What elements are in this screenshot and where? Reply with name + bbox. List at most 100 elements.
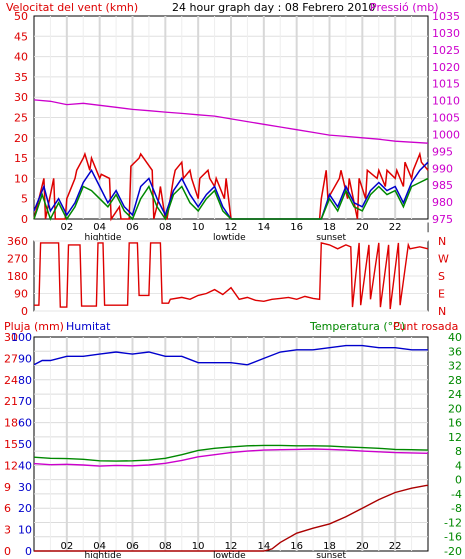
- rain-ytick-30: 30: [4, 331, 18, 344]
- humidity-ytick-70: 70: [18, 395, 32, 408]
- wind-ytick-30: 30: [14, 91, 28, 104]
- pressure-ytick-1025: 1025: [432, 44, 460, 57]
- wind-xtick-14: 14: [257, 222, 270, 233]
- humidity-ytick-100: 100: [11, 331, 32, 344]
- pressure-ytick-1010: 1010: [432, 95, 460, 108]
- humidity-xtick-06: 06: [126, 541, 139, 552]
- wind-ytick-20: 20: [14, 132, 28, 145]
- temp-ytick-0: 0: [455, 474, 462, 487]
- pressure-ytick-980: 980: [432, 196, 453, 209]
- temp-ytick-32: 32: [448, 360, 462, 373]
- wind-direction-line: [34, 242, 429, 310]
- pressure-ytick-1015: 1015: [432, 78, 460, 91]
- temp-ytick--16: -16: [444, 531, 462, 544]
- pressure-ytick-1035: 1035: [432, 10, 460, 23]
- pressure-ytick-985: 985: [432, 179, 453, 192]
- humidity-xtick-22: 22: [389, 541, 402, 552]
- wind-speed-title: Velocitat del vent (kmh): [6, 1, 138, 14]
- humidity-ytick-50: 50: [18, 438, 32, 451]
- humidity-xtick-08: 08: [159, 541, 172, 552]
- wind-ytick-45: 45: [14, 30, 28, 43]
- wind-ytick-40: 40: [14, 51, 28, 64]
- pressure-title: Pressió (mb): [370, 1, 439, 14]
- wind-event-sunset: sunset: [316, 233, 346, 243]
- rain-header: Pluja (mm): [4, 320, 64, 333]
- rain-ytick-9: 9: [4, 481, 11, 494]
- wind-xtick-18: 18: [323, 222, 336, 233]
- wind-ytick-10: 10: [14, 172, 28, 185]
- rain-ytick-18: 18: [4, 417, 18, 430]
- humidity-header: Humitat: [66, 320, 111, 333]
- temp-ytick-24: 24: [448, 388, 462, 401]
- dir-ytick-360: 360: [7, 235, 28, 248]
- temp-ytick--20: -20: [444, 545, 462, 558]
- pressure-ytick-1000: 1000: [432, 128, 460, 141]
- rain-ytick-12: 12: [4, 459, 18, 472]
- wind-ytick-0: 0: [21, 213, 28, 226]
- dir-ytick-90: 90: [14, 288, 28, 301]
- wind-event-hightide: hightide: [84, 233, 121, 243]
- temp-ytick-36: 36: [448, 345, 462, 358]
- humidity-xtick-02: 02: [60, 541, 73, 552]
- humidity-line-0000cc: [33, 344, 428, 366]
- temp-ytick-8: 8: [455, 445, 462, 458]
- pressure-ytick-1030: 1030: [432, 27, 460, 40]
- dew-point-header: Punt rosada: [393, 320, 458, 333]
- dir-compass-E-1: E: [438, 288, 445, 301]
- humidity-xtick-10: 10: [192, 541, 205, 552]
- wind-ytick-35: 35: [14, 71, 28, 84]
- rain-ytick-6: 6: [4, 502, 11, 515]
- humidity-ytick-80: 80: [18, 374, 32, 387]
- dir-compass-S-2: S: [438, 270, 445, 283]
- temp-ytick-4: 4: [455, 459, 462, 472]
- wind-series-0000cc: [33, 161, 429, 220]
- wind-ytick-5: 5: [21, 193, 28, 206]
- temp-ytick-20: 20: [448, 402, 462, 415]
- rain-ytick-0: 0: [4, 545, 11, 558]
- humidity-event-hightide: hightide: [84, 551, 121, 559]
- humidity-ytick-20: 20: [18, 502, 32, 515]
- dir-compass-W-3: W: [438, 253, 449, 266]
- dir-compass-N-0: N: [438, 305, 446, 318]
- wind-xtick-end: |: [426, 222, 429, 233]
- rain-ytick-21: 21: [4, 395, 18, 408]
- humidity-ytick-90: 90: [18, 352, 32, 365]
- rain-ytick-24: 24: [4, 374, 18, 387]
- humidity-ytick-10: 10: [18, 524, 32, 537]
- wind-xtick-12: 12: [225, 222, 238, 233]
- wind-pressure-panel: 0510152025303540455097598098599099510001…: [14, 10, 460, 243]
- graph-date-title: 24 hour graph day : 08 Febrero 2010: [172, 1, 375, 14]
- humidity-event-sunset: sunset: [316, 551, 346, 559]
- humidity-ytick-30: 30: [18, 481, 32, 494]
- humidity-ytick-40: 40: [18, 459, 32, 472]
- temp-ytick-40: 40: [448, 331, 462, 344]
- pressure-ytick-975: 975: [432, 213, 453, 226]
- wind-xtick-04: 04: [93, 222, 106, 233]
- temp-ytick--4: -4: [451, 488, 462, 501]
- wind-xtick-10: 10: [192, 222, 205, 233]
- pressure-ytick-1005: 1005: [432, 112, 460, 125]
- temp-ytick-28: 28: [448, 374, 462, 387]
- wind-series-dd0000: [33, 151, 429, 222]
- wind-xtick-08: 08: [159, 222, 172, 233]
- rain-ytick-27: 27: [4, 352, 18, 365]
- humidity-event-lowtide: lowtide: [213, 551, 246, 559]
- wind-xtick-16: 16: [290, 222, 303, 233]
- dir-ytick-0: 0: [21, 305, 28, 318]
- humidity-xtick-20: 20: [356, 541, 369, 552]
- wind-ytick-50: 50: [14, 10, 28, 23]
- humidity-xtick-18: 18: [323, 541, 336, 552]
- wind-xtick-02: 02: [60, 222, 73, 233]
- temperature-header: Temperatura (°C): [309, 320, 405, 333]
- wind-series-008800: [33, 177, 429, 221]
- rain-ytick-15: 15: [4, 438, 18, 451]
- temp-ytick-16: 16: [448, 417, 462, 430]
- humidity-xtick-04: 04: [93, 541, 106, 552]
- humidity-xtick-14: 14: [257, 541, 270, 552]
- temp-line-cc00cc: [33, 448, 429, 467]
- dir-ytick-270: 270: [7, 253, 28, 266]
- humidity-xtick-12: 12: [225, 541, 238, 552]
